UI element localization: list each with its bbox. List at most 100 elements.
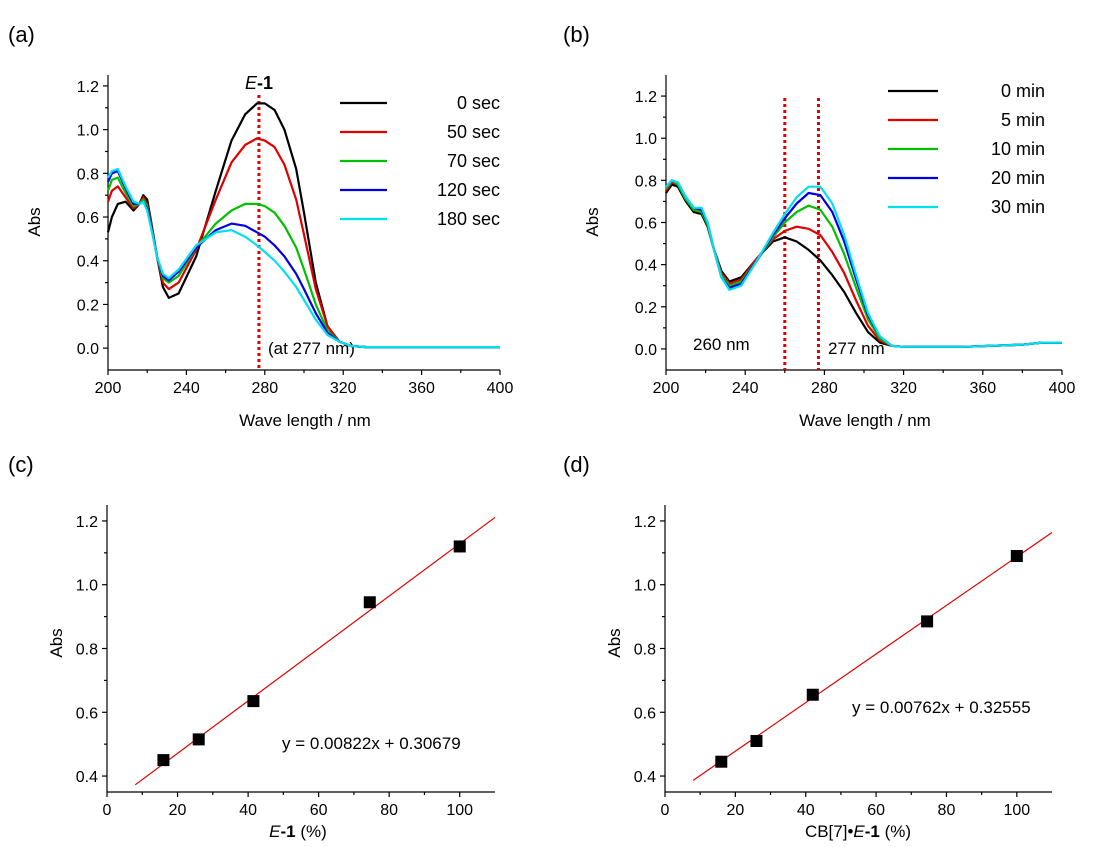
legend-label: 10 min	[991, 139, 1045, 159]
marker-note-a: (at 277 nm)	[268, 339, 355, 358]
x-tick-label: 80	[938, 802, 956, 819]
panel-label-b: (b)	[563, 22, 590, 47]
y-tick-label: 0.4	[76, 769, 98, 786]
x-tick-label: 280	[811, 380, 838, 397]
x-tick-label: 360	[408, 380, 435, 397]
y-tick-label: 1.2	[634, 514, 656, 531]
x-axis-label-d: CB[7]•E-1 (%)	[805, 822, 911, 841]
data-point	[750, 734, 763, 747]
y-tick-label: 0.2	[77, 297, 99, 314]
legend-label: 5 min	[1001, 110, 1045, 130]
x-tick-label: 320	[890, 380, 917, 397]
panel-label-d: (d)	[563, 452, 590, 477]
fit-line	[692, 532, 1053, 781]
data-point	[192, 733, 205, 746]
chart-panel-d: (d) Abs CB[7]•E-1 (%) y = 0.00762x + 0.3…	[563, 452, 1053, 841]
plot-area-a: 200 240 280 320 360 400 0.0 0.2 0.4 0.6 0.8 1.0 1.2 0…	[77, 75, 514, 397]
y-axis-label-b: Abs	[583, 207, 602, 236]
y-tick-label: 0.4	[77, 254, 99, 271]
x-tick-label: 400	[1049, 380, 1076, 397]
y-tick-label: 0.0	[77, 341, 99, 358]
legend-label: 70 sec	[447, 151, 500, 171]
chart-panel-b: (b) Abs Wave length / nm 260 nm 277 nm 2…	[563, 22, 1075, 430]
x-tick-label: 100	[446, 802, 473, 819]
x-tick-label: 360	[969, 380, 996, 397]
x-tick-label: 400	[487, 380, 514, 397]
x-tick-label: 100	[1003, 802, 1030, 819]
y-tick-label: 0.2	[635, 300, 657, 317]
fit-equation-d: y = 0.00762x + 0.32555	[852, 698, 1031, 717]
panel-label-a: (a)	[8, 22, 35, 47]
x-tick-label: 20	[726, 802, 744, 819]
y-tick-label: 0.6	[77, 210, 99, 227]
panel-label-c: (c)	[8, 452, 34, 477]
y-tick-label: 0.8	[77, 166, 99, 183]
y-tick-label: 1.2	[77, 79, 99, 96]
series-line	[107, 167, 500, 349]
x-tick-label: 0	[661, 802, 670, 819]
data-point	[363, 596, 376, 609]
x-tick-label: 280	[251, 380, 278, 397]
y-tick-label: 0.6	[634, 705, 656, 722]
y-tick-label: 0.0	[635, 342, 657, 359]
data-point	[453, 540, 466, 553]
data-point	[806, 688, 819, 701]
y-tick-label: 0.6	[76, 705, 98, 722]
x-tick-label: 200	[653, 380, 680, 397]
marker-note-260: 260 nm	[693, 335, 750, 354]
x-tick-label: 20	[169, 802, 187, 819]
data-point	[715, 755, 728, 768]
y-tick-label: 0.8	[634, 642, 656, 659]
x-tick-label: 0	[103, 802, 112, 819]
fit-equation-c: y = 0.00822x + 0.30679	[282, 734, 461, 753]
legend-label: 0 sec	[457, 93, 500, 113]
x-tick-label: 240	[173, 380, 200, 397]
x-tick-label: 320	[330, 380, 357, 397]
legend-label: 0 min	[1001, 81, 1045, 101]
y-tick-label: 0.4	[634, 769, 656, 786]
legend-label: 30 min	[991, 197, 1045, 217]
y-axis-label-c: Abs	[47, 628, 66, 657]
data-point	[1010, 550, 1023, 563]
data-point	[247, 695, 260, 708]
series-line	[106, 176, 500, 349]
marker-label-a: E-1	[245, 73, 273, 93]
series-line	[665, 179, 1062, 348]
legend-label: 50 sec	[447, 122, 500, 142]
x-tick-label: 200	[95, 380, 122, 397]
y-axis-label-a: Abs	[25, 207, 44, 236]
marker-note-277: 277 nm	[828, 339, 885, 358]
y-tick-label: 0.8	[635, 173, 657, 190]
y-tick-label: 0.6	[635, 216, 657, 233]
y-tick-label: 0.4	[635, 258, 657, 275]
plot-area-d: 0 20 40 60 80 100 0.4 0.6 0.8 1.0 1.2	[634, 505, 1053, 819]
y-tick-label: 1.0	[635, 131, 657, 148]
x-tick-label: 40	[239, 802, 257, 819]
plot-area-b: 200 240 280 320 360 400 0.0 0.2 0.4 0.6 0.8 1.0 1.2 0…	[635, 75, 1076, 397]
y-tick-label: 0.8	[76, 642, 98, 659]
series-line	[106, 137, 500, 349]
y-tick-label: 1.0	[77, 123, 99, 140]
legend-label: 20 min	[991, 168, 1045, 188]
legend-label: 120 sec	[437, 180, 500, 200]
x-axis-label-b: Wave length / nm	[799, 411, 931, 430]
legend-label: 180 sec	[437, 209, 500, 229]
x-tick-label: 40	[797, 802, 815, 819]
data-point	[921, 615, 934, 628]
y-tick-label: 1.0	[76, 578, 98, 595]
x-tick-label: 60	[867, 802, 885, 819]
x-tick-label: 60	[310, 802, 328, 819]
y-tick-label: 1.0	[634, 578, 656, 595]
data-point	[157, 754, 170, 767]
chart-panel-a: (a) Abs Wave length / nm E-1 (at 277 nm)…	[8, 22, 513, 430]
x-axis-label-c: E-1 (%)	[269, 822, 327, 841]
plot-area-c: 0 20 40 60 80 100 0.4 0.6 0.8 1.0 1.2	[76, 505, 496, 819]
x-tick-label: 240	[732, 380, 759, 397]
x-axis-label-a: Wave length / nm	[239, 411, 371, 430]
chart-panel-c: (c) Abs E-1 (%) y = 0.00822x + 0.30679 0…	[8, 452, 496, 841]
y-tick-label: 1.2	[76, 514, 98, 531]
y-axis-label-d: Abs	[605, 628, 624, 657]
y-tick-label: 1.2	[635, 89, 657, 106]
x-tick-label: 80	[380, 802, 398, 819]
